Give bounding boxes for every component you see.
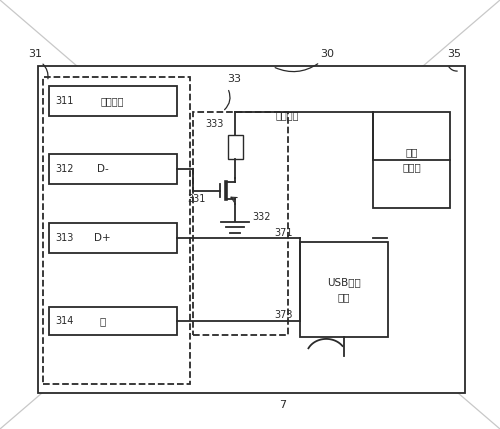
Text: 333: 333 xyxy=(205,119,224,130)
Text: 31: 31 xyxy=(28,48,42,59)
Text: 判断信号: 判断信号 xyxy=(276,110,299,120)
Text: 中央
处理器: 中央 处理器 xyxy=(402,147,421,172)
Text: D+: D+ xyxy=(94,233,111,243)
Text: 7: 7 xyxy=(279,400,286,411)
Text: 331: 331 xyxy=(188,194,206,205)
Bar xyxy=(192,112,288,335)
Text: 312: 312 xyxy=(55,164,74,175)
Bar xyxy=(42,77,190,384)
Text: D-: D- xyxy=(96,164,108,175)
Bar xyxy=(49,223,176,253)
Text: 35: 35 xyxy=(448,48,462,59)
Text: 332: 332 xyxy=(252,211,271,222)
Text: 314: 314 xyxy=(55,316,74,326)
Bar xyxy=(49,307,176,335)
Text: 地: 地 xyxy=(100,316,105,326)
Text: 313: 313 xyxy=(55,233,74,243)
Text: 373: 373 xyxy=(274,310,292,320)
Bar xyxy=(300,242,388,337)
Bar xyxy=(38,66,465,393)
Text: 输入电源: 输入电源 xyxy=(101,96,124,106)
Bar xyxy=(372,112,450,208)
Text: USB接口
芯片: USB接口 芯片 xyxy=(326,277,360,302)
Bar xyxy=(49,86,176,116)
Text: 30: 30 xyxy=(320,48,334,59)
Bar xyxy=(49,154,176,184)
Bar xyxy=(228,135,242,159)
Text: 311: 311 xyxy=(55,96,74,106)
Text: 33: 33 xyxy=(228,74,241,85)
Text: 371: 371 xyxy=(274,228,292,238)
